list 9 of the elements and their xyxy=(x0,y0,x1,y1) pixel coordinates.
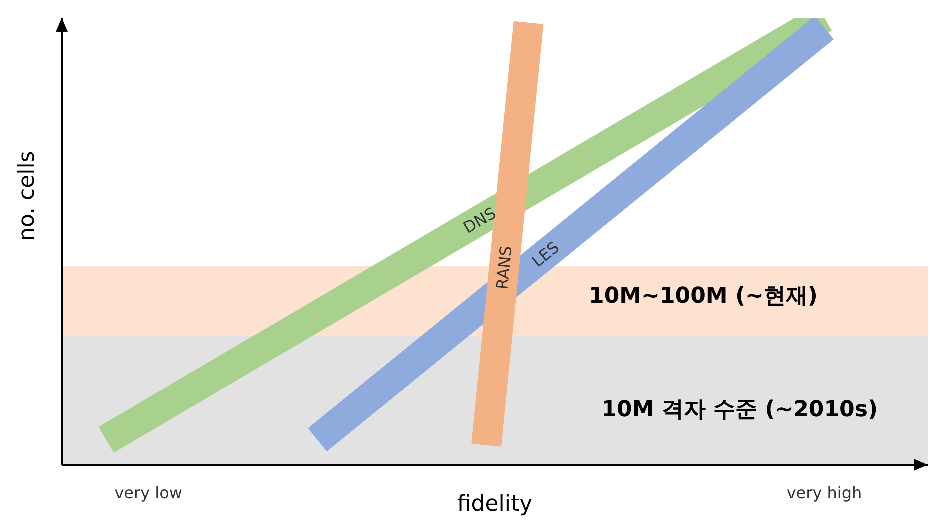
text: LES xyxy=(528,238,564,272)
x-tick-label: very low xyxy=(114,483,182,502)
x-axis-title: fidelity xyxy=(457,492,533,517)
band-label: 10M~100M (~현재) xyxy=(589,284,818,310)
text: RANS xyxy=(492,245,516,291)
y-axis-title: no. cells xyxy=(14,151,40,242)
x-tick-label: very high xyxy=(786,483,862,502)
text: DNS xyxy=(460,204,500,238)
band-label: 10M 격자 수준 (~2010s) xyxy=(602,397,878,422)
